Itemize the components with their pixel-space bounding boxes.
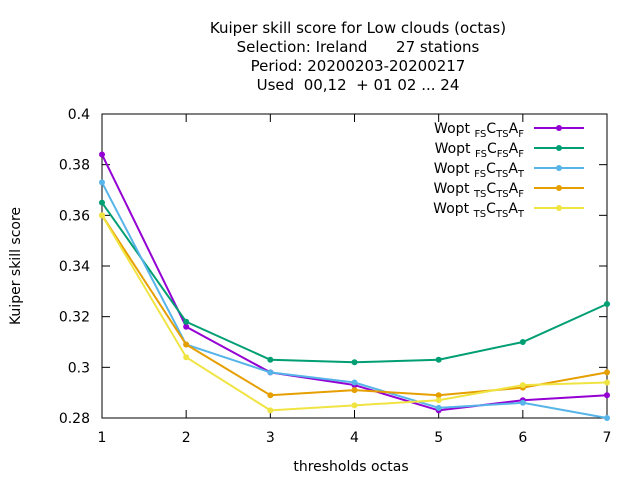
y-axis-ticks: 0.28 0.3 0.32 0.34 0.36 0.38 0.4	[59, 107, 607, 427]
data-point	[183, 341, 190, 348]
legend-entry: Wopt TSCTSAF	[434, 181, 584, 200]
series-line	[101, 202, 608, 364]
title-line-3: Period: 20200203-20200217	[251, 57, 466, 75]
data-point	[183, 354, 190, 361]
data-point	[183, 323, 190, 330]
series-line	[101, 214, 608, 397]
data-point	[267, 356, 274, 363]
legend-entry: Wopt FSCTSAF	[434, 121, 584, 140]
data-point	[267, 369, 274, 376]
data-point	[351, 387, 358, 394]
series-1	[99, 151, 610, 414]
data-point	[99, 199, 105, 206]
data-point	[604, 379, 610, 386]
legend-marker	[556, 145, 562, 151]
x-tick-label: 1	[98, 430, 107, 446]
data-point	[267, 392, 274, 399]
y-tick-label: 0.3	[68, 360, 90, 376]
data-point	[604, 415, 610, 421]
legend-marker	[556, 185, 562, 191]
series-2	[99, 199, 610, 366]
plot-frame	[101, 113, 608, 419]
data-point	[435, 397, 442, 404]
data-point	[604, 301, 610, 307]
legend-marker	[556, 165, 562, 171]
data-point	[267, 407, 274, 414]
data-point	[351, 402, 358, 409]
y-tick-label: 0.28	[59, 411, 90, 427]
x-tick-label: 5	[434, 430, 443, 446]
y-tick-label: 0.32	[59, 310, 90, 326]
legend-entry: Wopt TSCTSAT	[433, 201, 584, 220]
data-point	[435, 392, 442, 399]
data-point	[99, 179, 105, 186]
data-point	[351, 359, 358, 366]
data-point	[351, 379, 358, 386]
legend-label: Wopt TSCTSAT	[433, 201, 525, 220]
title-line-1: Kuiper skill score for Low clouds (octas…	[210, 19, 506, 37]
y-tick-label: 0.36	[59, 208, 90, 224]
legend-label: Wopt FSCTSAT	[434, 161, 525, 180]
data-point	[519, 339, 526, 345]
legend-marker	[556, 205, 562, 211]
chart-title: Kuiper skill score for Low clouds (octas…	[210, 19, 506, 94]
x-axis-label: thresholds octas	[293, 459, 408, 475]
series-5	[99, 212, 610, 414]
legend-label: Wopt FSCTSAF	[434, 121, 524, 140]
y-tick-label: 0.34	[59, 259, 90, 275]
y-tick-label: 0.4	[68, 107, 90, 123]
x-tick-label: 3	[266, 430, 275, 446]
legend-marker	[556, 125, 562, 131]
series-group	[99, 151, 610, 421]
data-point	[519, 382, 526, 389]
data-point	[435, 404, 442, 411]
legend-entry: Wopt FSCTSAT	[434, 161, 584, 180]
legend-entry: Wopt FSCFSAF	[435, 141, 584, 160]
data-point	[99, 151, 105, 158]
y-tick-label: 0.38	[59, 158, 90, 174]
x-tick-label: 7	[603, 430, 612, 446]
x-tick-label: 6	[518, 430, 527, 446]
data-point	[604, 392, 610, 399]
y-axis-label: Kuiper skill score	[8, 207, 24, 325]
data-point	[435, 356, 442, 363]
title-line-2: Selection: Ireland 27 stations	[237, 38, 480, 56]
series-line	[101, 154, 608, 412]
x-tick-label: 2	[182, 430, 191, 446]
legend-label: Wopt FSCFSAF	[435, 141, 525, 160]
x-tick-label: 4	[350, 430, 359, 446]
x-axis-ticks: 1 2 3 4 5 6 7	[98, 114, 612, 446]
data-point	[183, 318, 190, 325]
data-point	[519, 399, 526, 406]
title-line-4: Used 00,12 + 01 02 ... 24	[257, 76, 460, 94]
data-point	[604, 369, 610, 376]
data-point	[99, 212, 105, 219]
legend-label: Wopt TSCTSAF	[434, 181, 525, 200]
